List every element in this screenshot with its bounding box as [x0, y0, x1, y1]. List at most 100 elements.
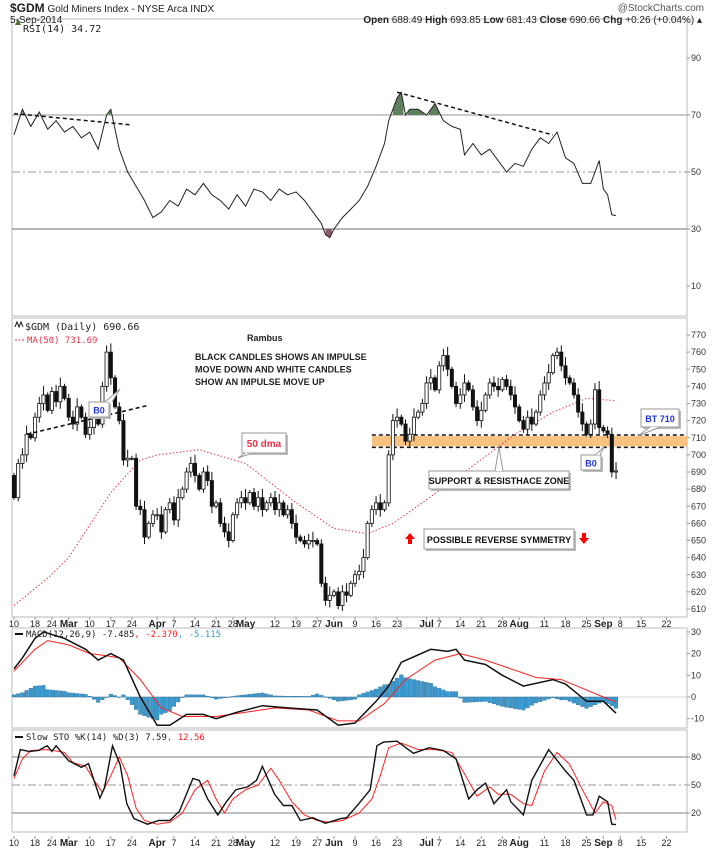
down-candle-body: [567, 377, 572, 384]
callout-pointer: [594, 446, 605, 456]
candle: [555, 347, 560, 360]
zone-callout-text: SUPPORT & RESISTHACE ZONE: [429, 476, 570, 486]
candle: [41, 386, 46, 411]
macd-histogram-bar: [155, 696, 160, 721]
date-label: 11: [540, 838, 549, 848]
candle: [323, 576, 328, 606]
candle: [273, 491, 278, 516]
candle: [378, 494, 383, 517]
candle: [285, 505, 290, 519]
copyright[interactable]: @StockCharts.com: [617, 3, 704, 14]
macd-histogram-bar: [529, 696, 534, 706]
macd-histogram-bar: [403, 677, 408, 698]
candle: [20, 448, 25, 469]
date-label: 22: [662, 838, 672, 848]
down-candle-body: [445, 355, 450, 370]
candle: [222, 516, 227, 538]
y-tick-label: 680: [691, 484, 706, 494]
down-candle-body: [171, 502, 176, 521]
macd-histogram-bar: [555, 696, 560, 700]
macd-histogram-bar: [79, 693, 84, 698]
down-candle-body: [159, 514, 164, 533]
close-label: Close: [539, 15, 567, 26]
macd-histogram-bar: [512, 696, 517, 709]
macd-histogram-bar: [226, 696, 231, 698]
candle: [294, 514, 299, 545]
y-tick-label: 10: [691, 281, 701, 291]
macd-histogram-bar: [487, 696, 492, 703]
down-candle-body: [601, 427, 606, 432]
down-candle-body: [597, 389, 602, 428]
macd-histogram-bar: [193, 694, 198, 698]
candle: [534, 409, 539, 427]
candle: [542, 376, 547, 401]
up-candle-body: [534, 411, 539, 425]
candle: [344, 583, 349, 603]
macd-histogram-bar: [239, 695, 244, 698]
ma-callout-text: 50 dma: [247, 439, 282, 450]
date-label: 10: [9, 619, 19, 629]
y-tick-label: 30: [691, 224, 701, 234]
candle: [306, 533, 311, 550]
candle: [79, 404, 84, 420]
y-tick-label: 10: [691, 670, 701, 680]
up-candle-body: [479, 409, 484, 422]
candle: [117, 402, 122, 425]
macd-histogram-bar: [357, 694, 362, 698]
down-candle-body: [108, 351, 113, 379]
candle: [163, 507, 168, 534]
candle: [416, 409, 421, 420]
macd-histogram-bar: [33, 685, 38, 698]
candle: [331, 589, 336, 598]
candle: [601, 424, 606, 433]
ma-callout: 50 dma: [237, 432, 288, 459]
red-down-arrow-icon: [579, 533, 589, 544]
macd-histogram-bar: [66, 692, 71, 698]
date-label: May: [236, 838, 256, 849]
macd-histogram-bar: [134, 696, 139, 710]
candle: [512, 386, 517, 414]
sto-legend: Slow STO %K(14) %D(3) 7.59, 12.56: [26, 733, 205, 743]
macd-histogram-bar: [521, 696, 526, 711]
candle: [361, 548, 366, 579]
symmetry-callout-text: POSSIBLE REVERSE SYMMETRY: [427, 535, 571, 545]
candle: [197, 472, 202, 492]
rsi-panel-frame: [11, 18, 688, 317]
macd-histogram-bar: [49, 689, 54, 698]
open-value: 688.49: [391, 15, 423, 26]
macd-histogram-bar: [209, 696, 214, 698]
macd-histogram-bar: [188, 694, 193, 698]
date-label: 21: [211, 838, 221, 848]
symmetry-callout: POSSIBLE REVERSE SYMMETRY: [423, 528, 576, 551]
candle: [205, 465, 210, 486]
bo-callout-1-text: B0: [93, 406, 105, 416]
down-candle-body: [529, 416, 534, 425]
candle: [150, 510, 155, 528]
y-tick-label: 730: [691, 399, 706, 409]
macd-histogram-bar: [121, 694, 126, 698]
candle: [121, 413, 126, 466]
candle: [235, 498, 240, 519]
date-label: 28: [497, 619, 507, 629]
support-resistance-zone: [371, 436, 687, 447]
down-candle-body: [79, 406, 84, 418]
macd-histogram-bar: [441, 689, 446, 698]
close-value: 690.66: [569, 15, 601, 26]
candle: [399, 414, 404, 427]
macd-histogram-bar: [323, 696, 328, 698]
macd-histogram-bar: [91, 696, 96, 700]
date-label: 24: [47, 619, 57, 629]
macd-histogram-bar: [218, 696, 223, 699]
callout-box: [241, 432, 287, 454]
date-label: 15: [636, 619, 646, 629]
up-candle-body: [538, 394, 543, 413]
macd-histogram-bar: [576, 696, 581, 706]
up-candle-body: [155, 514, 160, 517]
down-candle-body: [336, 591, 341, 606]
candle: [49, 386, 54, 415]
up-candle-body: [247, 492, 252, 504]
macd-histogram-bar: [302, 696, 307, 698]
date-label: 23: [392, 619, 402, 629]
candle: [327, 586, 332, 608]
macd-histogram-bar: [353, 696, 358, 700]
